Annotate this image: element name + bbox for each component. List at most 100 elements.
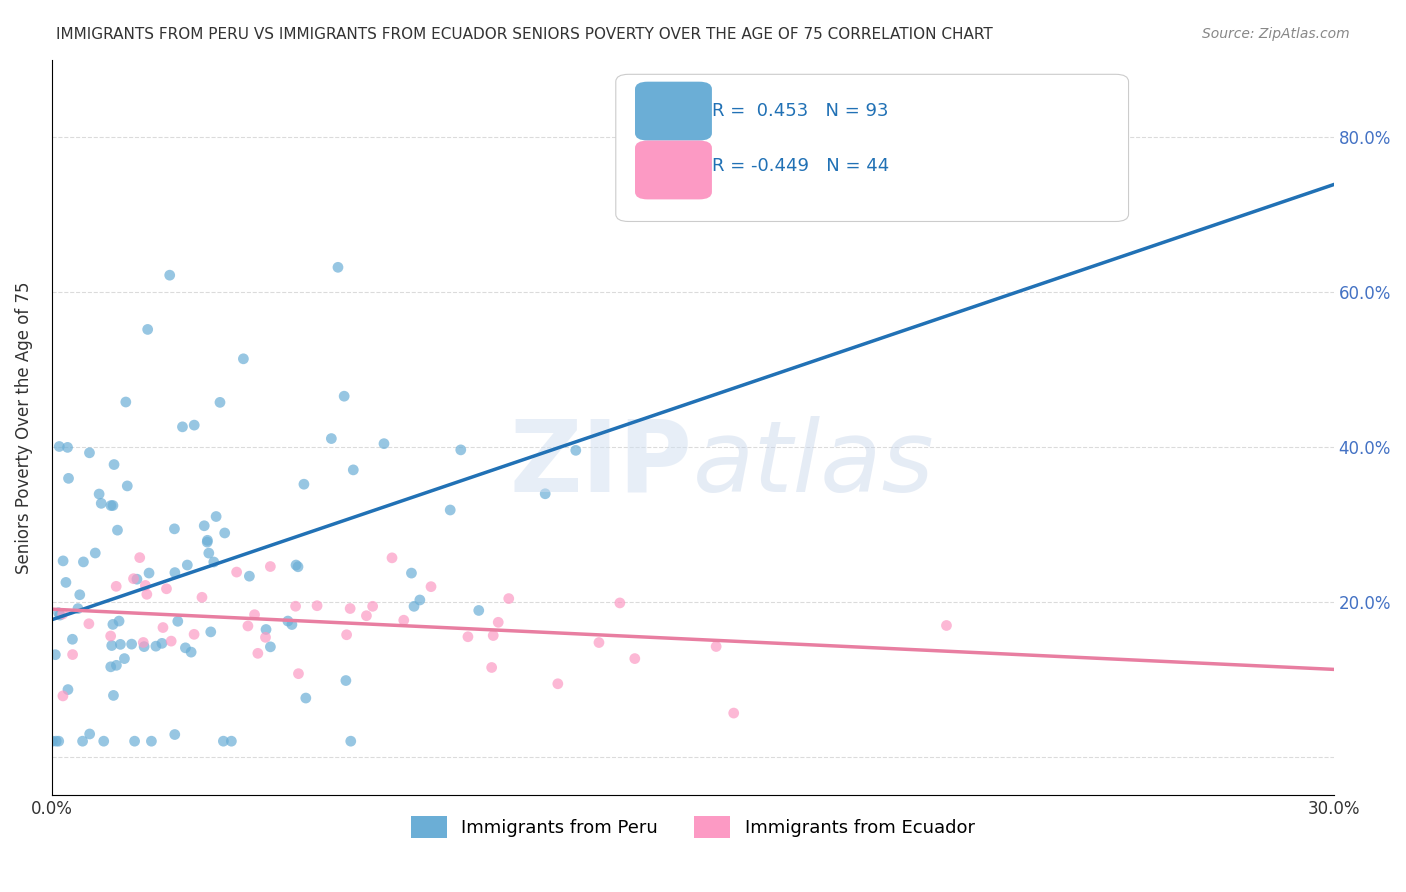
Point xyxy=(588,635,610,649)
Point xyxy=(134,640,156,654)
Point xyxy=(79,446,101,460)
Point xyxy=(160,634,183,648)
Point xyxy=(56,682,79,697)
Point xyxy=(112,651,135,665)
Point xyxy=(180,645,202,659)
Point xyxy=(125,572,148,586)
Point xyxy=(285,558,308,572)
Point xyxy=(159,268,181,283)
Point xyxy=(287,559,309,574)
Point xyxy=(105,579,128,593)
Point xyxy=(172,420,194,434)
Text: IMMIGRANTS FROM PERU VS IMMIGRANTS FROM ECUADOR SENIORS POVERTY OVER THE AGE OF : IMMIGRANTS FROM PERU VS IMMIGRANTS FROM … xyxy=(56,27,993,42)
Point xyxy=(100,499,122,513)
Point xyxy=(420,580,443,594)
Point xyxy=(468,603,491,617)
Point xyxy=(114,395,136,409)
Point xyxy=(69,588,91,602)
Point xyxy=(307,599,329,613)
Point xyxy=(232,351,254,366)
Point xyxy=(101,499,124,513)
Point xyxy=(342,463,364,477)
Text: atlas: atlas xyxy=(693,416,935,513)
Point xyxy=(392,613,415,627)
Point xyxy=(145,639,167,653)
Point xyxy=(163,727,186,741)
Point xyxy=(79,727,101,741)
Point xyxy=(547,677,569,691)
Point xyxy=(62,648,84,662)
Point xyxy=(254,623,277,637)
Point xyxy=(339,734,361,748)
Point xyxy=(356,608,378,623)
Point xyxy=(150,636,173,650)
Point xyxy=(77,616,100,631)
Point xyxy=(212,734,235,748)
Point xyxy=(176,558,198,572)
Point xyxy=(44,648,66,662)
Point xyxy=(336,628,359,642)
Point xyxy=(105,658,128,673)
Point xyxy=(609,596,631,610)
Point xyxy=(498,591,520,606)
Point xyxy=(121,637,143,651)
Point xyxy=(183,418,205,433)
Point xyxy=(457,630,479,644)
Point xyxy=(134,578,156,592)
Point xyxy=(166,615,188,629)
Point xyxy=(100,639,122,653)
Point xyxy=(221,734,243,748)
Legend: Immigrants from Peru, Immigrants from Ecuador: Immigrants from Peru, Immigrants from Ec… xyxy=(404,809,981,846)
Point xyxy=(409,593,432,607)
FancyBboxPatch shape xyxy=(636,141,711,200)
Point xyxy=(107,523,129,537)
Point xyxy=(72,734,94,748)
Point xyxy=(205,509,228,524)
Point xyxy=(623,651,645,665)
Point xyxy=(792,95,814,109)
Point xyxy=(155,582,177,596)
Point xyxy=(326,260,349,275)
Point xyxy=(565,443,588,458)
Point xyxy=(238,569,260,583)
Point xyxy=(101,617,124,632)
Point xyxy=(259,559,281,574)
Point xyxy=(100,629,122,643)
Point xyxy=(56,441,79,455)
Point xyxy=(935,618,957,632)
Point xyxy=(48,734,70,748)
Point xyxy=(117,479,139,493)
Point xyxy=(103,458,125,472)
Point xyxy=(333,389,356,403)
Point xyxy=(225,565,247,579)
Point xyxy=(52,554,75,568)
Point xyxy=(295,691,318,706)
Text: R =  0.453   N = 93: R = 0.453 N = 93 xyxy=(711,102,889,120)
Point xyxy=(128,550,150,565)
Point xyxy=(193,518,215,533)
Point xyxy=(100,660,122,674)
Point xyxy=(482,628,505,642)
Point xyxy=(259,640,281,654)
Point xyxy=(141,734,163,748)
Point xyxy=(41,734,63,748)
Point xyxy=(704,640,727,654)
Point xyxy=(122,572,145,586)
Point xyxy=(84,546,107,560)
Point xyxy=(138,566,160,580)
Point xyxy=(136,322,159,336)
Point xyxy=(183,627,205,641)
Point xyxy=(62,632,84,647)
Point xyxy=(89,487,111,501)
Point xyxy=(214,526,236,541)
Text: ZIP: ZIP xyxy=(510,416,693,513)
Point xyxy=(321,432,343,446)
Point xyxy=(163,566,186,580)
Point xyxy=(281,617,304,632)
Point xyxy=(49,608,72,623)
FancyBboxPatch shape xyxy=(636,82,711,141)
Point xyxy=(335,673,357,688)
Point xyxy=(66,601,89,615)
Point xyxy=(90,496,112,510)
Point xyxy=(361,599,384,614)
